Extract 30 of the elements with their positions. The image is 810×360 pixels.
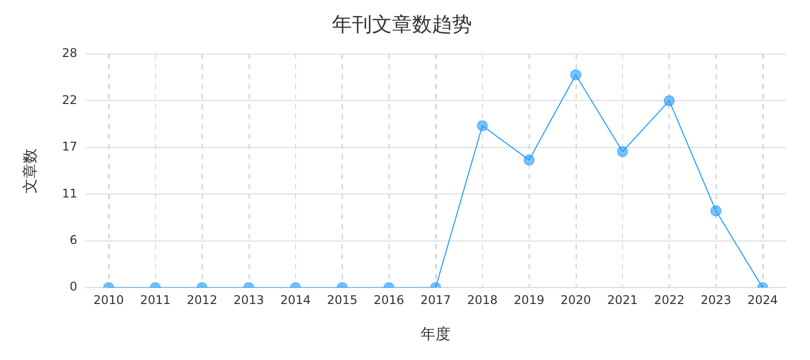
y-tick-label: 28 xyxy=(62,46,78,60)
x-tick-label: 2015 xyxy=(326,292,358,307)
point xyxy=(476,120,488,132)
x-tick-label: 2020 xyxy=(560,292,592,307)
point xyxy=(570,69,582,80)
point xyxy=(616,146,628,158)
point xyxy=(664,95,675,106)
x-tick-label: 2012 xyxy=(186,292,218,307)
x-tick-label: 2016 xyxy=(374,292,404,307)
point xyxy=(710,205,722,216)
x-tick-label: 2022 xyxy=(654,292,684,307)
x-tick-label: 2010 xyxy=(93,292,124,307)
x-tick-label: 2018 xyxy=(467,292,498,307)
x-tick-label: 2014 xyxy=(280,292,311,307)
x-tick-label: 2017 xyxy=(420,292,451,307)
y-tick-label: 22 xyxy=(62,92,78,107)
x-tick-label: 2019 xyxy=(514,292,544,307)
y-axis-title: 文章数 xyxy=(20,148,39,194)
y-tick-label: 17 xyxy=(62,140,78,154)
x-tick-label: 2021 xyxy=(607,292,638,307)
x-tick-label: 2011 xyxy=(140,292,171,307)
x-tick-label: 2013 xyxy=(234,292,264,307)
y-tick-label: 0 xyxy=(70,280,78,294)
y-tick-label: 6 xyxy=(70,233,78,248)
point xyxy=(524,154,535,166)
y-tick-label: 11 xyxy=(62,186,78,200)
chart-title: 年刊文章数趋势 xyxy=(332,12,472,36)
x-tick-label: 2024 xyxy=(747,292,778,307)
x-tick-label: 2023 xyxy=(700,292,732,307)
x-axis-title: 年度 xyxy=(420,324,451,343)
